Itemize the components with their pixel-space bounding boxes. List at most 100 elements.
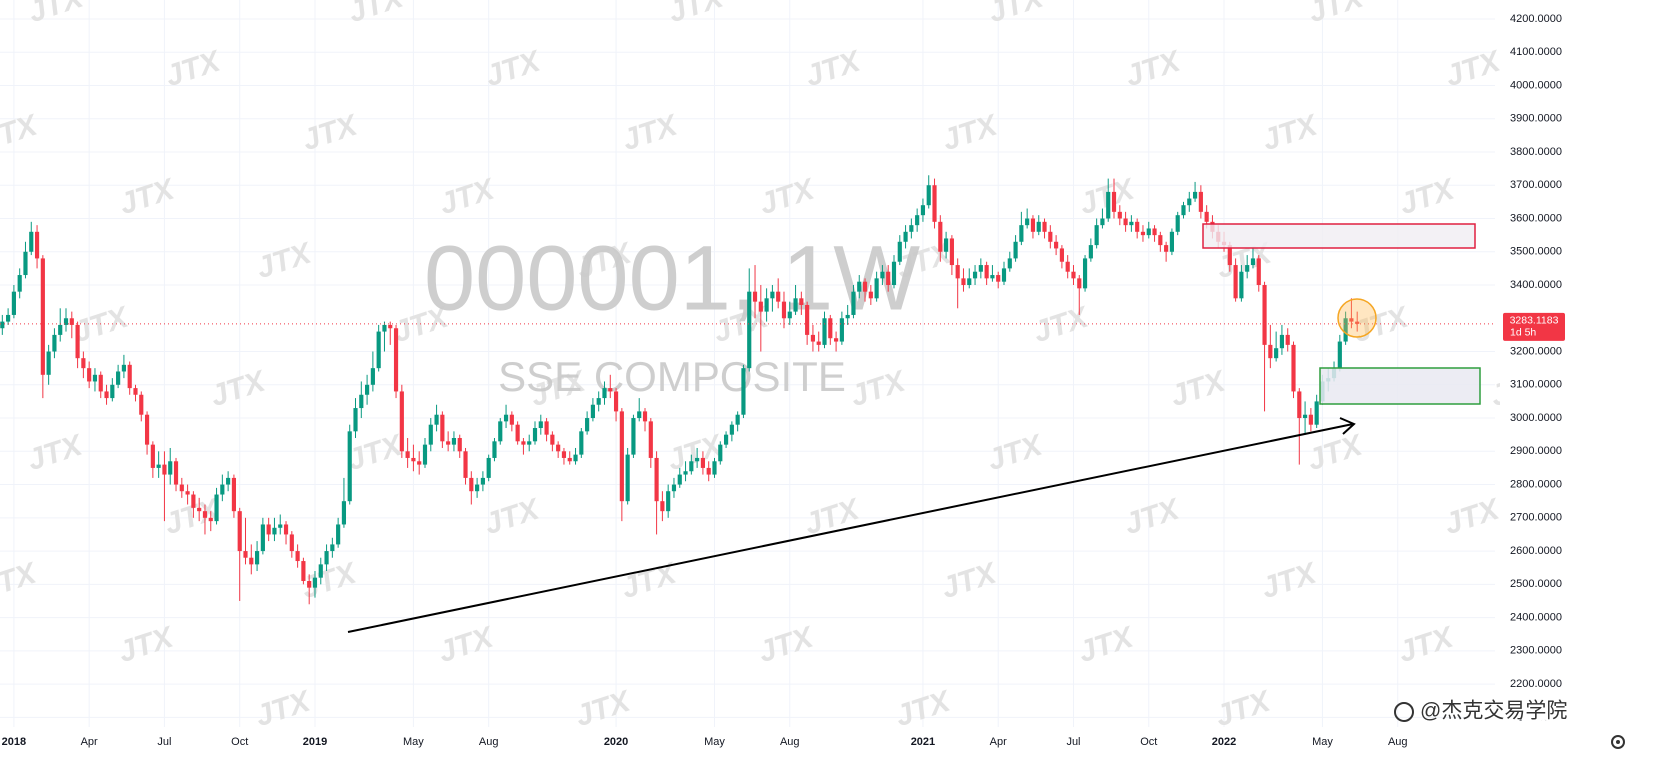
candle-body xyxy=(1140,231,1146,236)
candle-body xyxy=(770,291,775,299)
candle-body xyxy=(637,411,642,419)
candle-body xyxy=(515,424,520,442)
candle-body xyxy=(197,507,202,512)
candle-body xyxy=(648,421,653,458)
watermark: JTX xyxy=(1304,0,1368,29)
candle-body xyxy=(1030,218,1036,232)
candle-body xyxy=(915,215,920,226)
candle-body xyxy=(631,418,636,455)
candle-body xyxy=(202,511,208,518)
candle-body xyxy=(116,371,121,385)
candle-body xyxy=(498,421,503,442)
candle-body xyxy=(1071,271,1076,279)
x-tick-label: 2022 xyxy=(1212,736,1236,748)
candle-body xyxy=(920,205,926,216)
candle-body xyxy=(1135,221,1140,232)
y-tick-label: 3500.0000 xyxy=(1510,246,1562,258)
x-tick-label: May xyxy=(403,736,424,748)
candle-body xyxy=(561,451,567,458)
candle-body xyxy=(1025,218,1030,226)
candle-body xyxy=(602,388,607,399)
candle-body xyxy=(1343,318,1348,342)
candle-body xyxy=(764,298,769,312)
candle-body xyxy=(741,368,746,415)
symbol-name-watermark: SSE COMPOSITE xyxy=(498,353,846,400)
watermark: JTX xyxy=(1441,44,1505,93)
candle-body xyxy=(1019,225,1024,242)
candle-body xyxy=(17,275,22,292)
candle-body xyxy=(1314,401,1319,425)
y-tick-label: 2100.0000 xyxy=(1510,711,1562,723)
watermark: JTX xyxy=(1395,172,1459,221)
candle-body xyxy=(110,384,115,399)
candle-body xyxy=(1158,235,1163,246)
y-tick-label: 2600.0000 xyxy=(1510,545,1562,557)
y-tick-label: 4100.0000 xyxy=(1510,46,1562,58)
candle-body xyxy=(1059,248,1064,262)
candle-body xyxy=(1181,205,1186,216)
candle-body xyxy=(509,414,514,425)
settings-icon[interactable] xyxy=(1611,735,1625,749)
candle-body xyxy=(399,391,404,452)
candle-body xyxy=(1146,228,1151,236)
y-tick-label: 2500.0000 xyxy=(1510,578,1562,590)
candle-body xyxy=(967,278,972,286)
candle-body xyxy=(544,421,549,435)
candle-body xyxy=(752,291,758,302)
candle-body xyxy=(440,414,445,442)
candle-body xyxy=(1100,218,1105,226)
watermark: JTX xyxy=(754,620,818,669)
candle-body xyxy=(353,408,358,432)
candle-body xyxy=(573,454,578,462)
candle-body xyxy=(857,281,862,292)
watermark: JTX xyxy=(343,428,407,477)
candle-body xyxy=(1094,225,1099,246)
candle-body xyxy=(1256,258,1261,286)
candle-body xyxy=(706,467,711,475)
candle-body xyxy=(1285,334,1290,345)
candle-body xyxy=(521,441,526,445)
candle-body xyxy=(984,265,989,279)
y-tick-label: 3800.0000 xyxy=(1510,146,1562,158)
y-tick-label: 3100.0000 xyxy=(1510,379,1562,391)
candle-body xyxy=(949,238,954,266)
candle-body xyxy=(677,474,682,485)
candle-body xyxy=(312,577,318,588)
candle-body xyxy=(834,338,839,342)
candle-body xyxy=(1117,211,1122,219)
arrow-head xyxy=(1339,417,1356,435)
axes: 4200.0000 4100.0000 4000.0000 3900.0000 3800… xyxy=(2,13,1565,748)
candle-body xyxy=(486,457,491,478)
candle-body xyxy=(874,278,879,299)
candle-body xyxy=(729,424,734,435)
watermark: JTX xyxy=(24,0,88,29)
candle-body xyxy=(417,461,422,465)
candle-body xyxy=(330,544,335,552)
candle-body xyxy=(839,318,844,342)
candle-body xyxy=(1198,191,1203,212)
watermark: JTX xyxy=(251,684,315,733)
resistance-zone xyxy=(1202,223,1476,249)
candle-body xyxy=(278,524,283,528)
candle-body xyxy=(254,551,260,565)
watermark: JTX xyxy=(938,108,1002,157)
x-tick-label: Aug xyxy=(479,736,499,748)
candle-body xyxy=(243,551,248,558)
candle-body xyxy=(388,324,393,329)
grid xyxy=(0,0,1495,727)
watermark: JTX xyxy=(984,0,1048,29)
watermark: JTX xyxy=(480,492,544,541)
x-tick-label: Apr xyxy=(81,736,98,748)
candle-body xyxy=(712,461,717,475)
candle-body xyxy=(671,484,677,492)
support-zone xyxy=(1319,367,1481,405)
y-tick-label: 3400.0000 xyxy=(1510,279,1562,291)
candle-body xyxy=(457,437,462,452)
candle-body xyxy=(625,454,630,502)
candle-body xyxy=(231,477,237,512)
candle-body xyxy=(376,331,381,369)
candle-body xyxy=(1204,211,1209,222)
candle-body xyxy=(747,291,752,369)
candle-body xyxy=(341,501,347,525)
watermark: JTX xyxy=(983,428,1047,477)
